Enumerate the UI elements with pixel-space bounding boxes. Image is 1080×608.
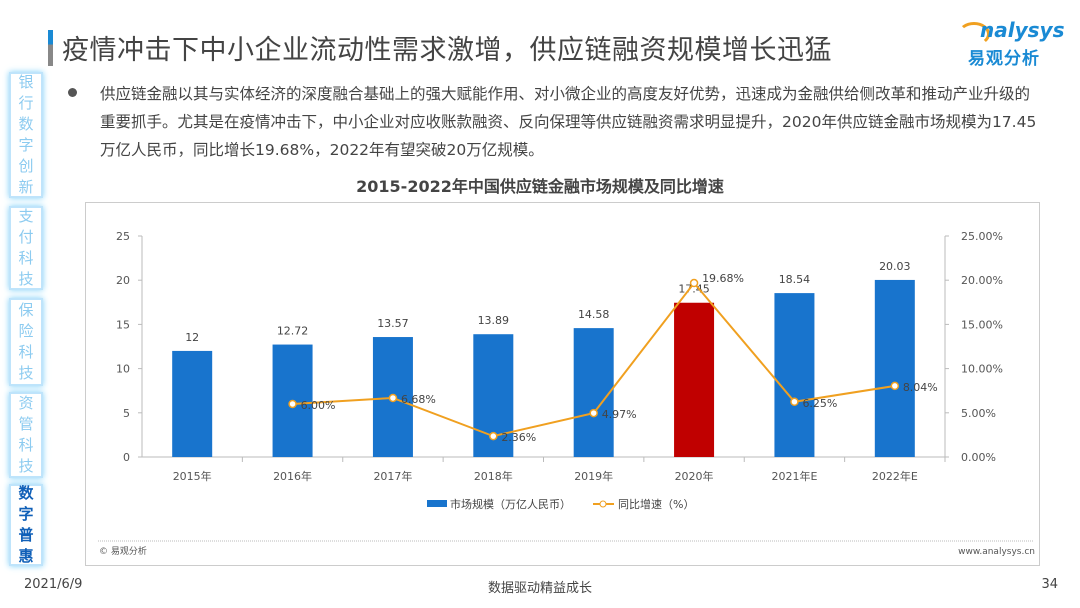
sidebar-tab-label: 数字普惠 (18, 484, 34, 565)
x-tick-label: 2016年 (273, 469, 312, 483)
bar-4 (573, 328, 614, 457)
bar-value-label: 14.58 (578, 308, 610, 321)
bar-value-label: 12 (185, 331, 199, 344)
growth-value-label: 6.00% (301, 399, 336, 412)
bullet-icon (68, 88, 77, 97)
sidebar-tab-insurance-tech[interactable]: 保险科技 (9, 298, 43, 386)
sidebar-tab-bank-innovation[interactable]: 银行数字创新 (9, 72, 43, 198)
footer-slogan: 数据驱动精益成长 (487, 581, 592, 596)
legend-bar-label: 市场规模（万亿人民币） (450, 497, 571, 511)
page-title: 疫情冲击下中小企业流动性需求激增，供应链融资规模增长迅猛 (62, 35, 832, 66)
x-tick-label: 2019年 (574, 469, 613, 483)
x-tick-label: 2020年 (675, 469, 714, 483)
bar-7 (874, 279, 915, 457)
y-tick-label: 5 (123, 407, 130, 420)
x-tick-label: 2015年 (173, 469, 212, 483)
sidebar-tab-label: 资管科技 (18, 394, 34, 475)
growth-value-label: 6.68% (401, 393, 436, 406)
growth-value-label: 8.04% (903, 381, 938, 394)
y2-tick-label: 25.00% (961, 230, 1003, 243)
bar-value-label: 12.72 (277, 325, 309, 338)
growth-point-4 (589, 408, 598, 418)
growth-point-6 (790, 397, 799, 406)
legend-line-label: 同比增速（%） (618, 497, 694, 511)
logo-arc-icon (958, 22, 990, 46)
bar-5 (674, 302, 715, 457)
growth-value-label: 4.97% (602, 408, 637, 421)
growth-point-3 (489, 431, 498, 441)
y-tick-label: 15 (116, 318, 130, 331)
y2-tick-label: 0.00% (961, 451, 996, 464)
bar-value-label: 20.03 (879, 260, 911, 273)
bar-value-label: 13.57 (377, 317, 409, 330)
title-accent-bar (48, 30, 53, 66)
source-label: © 易观分析 (99, 545, 147, 557)
x-tick-label: 2021年E (771, 469, 817, 483)
y2-tick-label: 20.00% (961, 274, 1003, 287)
growth-value-label: 19.68% (702, 272, 744, 285)
y-tick-label: 25 (116, 230, 130, 243)
y2-tick-label: 15.00% (961, 318, 1003, 331)
x-tick-label: 2022年E (872, 469, 918, 483)
logo-en: nalysys (980, 18, 1065, 42)
chart-frame (85, 202, 1040, 566)
y-tick-label: 10 (116, 363, 130, 376)
growth-point-1 (288, 399, 297, 409)
growth-point-7 (890, 381, 900, 391)
logo-cn: 易观分析 (968, 49, 1040, 69)
bar-0 (172, 350, 213, 457)
y-tick-label: 20 (116, 274, 130, 287)
x-tick-label: 2017年 (373, 469, 412, 483)
sidebar-tab-label: 银行数字创新 (18, 73, 34, 196)
y2-tick-label: 10.00% (961, 363, 1003, 376)
sidebar-tab-asset-mgmt-tech[interactable]: 资管科技 (9, 392, 43, 478)
y-tick-label: 0 (123, 451, 130, 464)
bar-value-label: 18.54 (779, 273, 811, 286)
growth-point-5 (689, 278, 699, 288)
y2-tick-label: 5.00% (961, 407, 996, 420)
sidebar-tab-label: 支付科技 (18, 207, 34, 288)
sidebar-tab-inclusive-finance[interactable]: 数字普惠 (9, 484, 43, 566)
page-number: 34 (1041, 577, 1058, 592)
chart-title: 2015-2022年中国供应链金融市场规模及同比增速 (356, 177, 724, 196)
legend-bar-swatch (427, 500, 447, 507)
growth-value-label: 2.36% (501, 431, 536, 444)
analysys-logo: nalysys 易观分析 (958, 18, 1070, 70)
legend-line-marker (599, 500, 607, 508)
body-paragraph: 供应链金融以其与实体经济的深度融合基础上的强大赋能作用、对小微企业的高度友好优势… (100, 85, 1037, 159)
bar-6 (774, 293, 815, 457)
growth-value-label: 6.25% (802, 397, 837, 410)
growth-point-2 (388, 393, 398, 403)
website-label: www.analysys.cn (958, 547, 1035, 557)
footer-date: 2021/6/9 (24, 577, 83, 592)
x-tick-label: 2018年 (474, 469, 513, 483)
sidebar-tab-payment-tech[interactable]: 支付科技 (9, 206, 43, 290)
sidebar-tab-label: 保险科技 (18, 301, 34, 382)
bar-value-label: 13.89 (478, 314, 510, 327)
